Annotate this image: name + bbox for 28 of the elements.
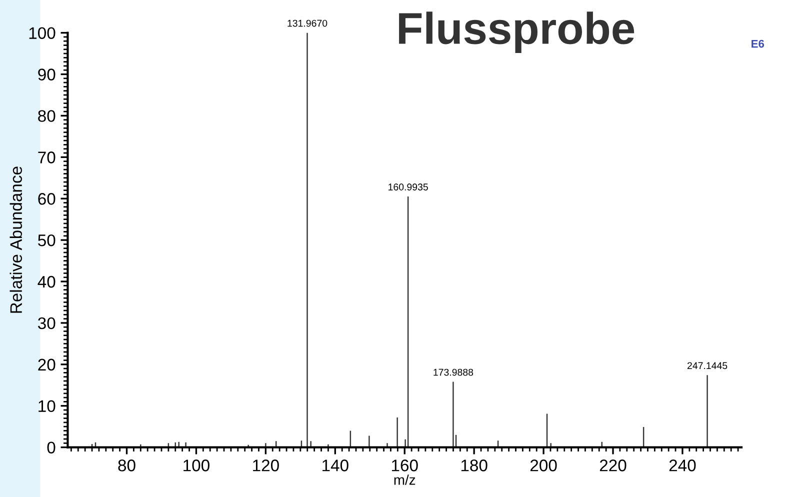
y-tick-label: 40 [38,276,56,288]
text: E6 [752,40,764,48]
y-tick-label: 30 [38,317,56,330]
x-tick-label: 80 [118,460,136,472]
x-tick-label: 160 [392,460,418,472]
annotation: 247.1445 [688,362,728,370]
x-tick-label: 240 [669,460,696,472]
y-tick-label: 80 [38,110,56,122]
x-tick-label: 140 [322,460,348,472]
x-tick-label: 100 [184,460,210,472]
x-axis-title: m/z [394,474,416,485]
y-tick-label: 90 [38,68,56,80]
annotation: 173.9888 [434,368,474,376]
annotation: 160.9935 [388,184,428,190]
y-tick-label: 70 [38,152,56,164]
y-axis-title: Relative Abundance [10,166,22,313]
y-tick-label: 100 [29,27,56,40]
y-tick-label: 10 [38,400,56,412]
x-tick-label: 120 [253,460,279,472]
x-tick-label: 180 [461,460,488,472]
x-tick-label: 220 [600,460,626,472]
y-tick-label: 0 [47,442,56,454]
x-tick-label: 200 [530,460,557,472]
chart-title: Flussprobe [399,12,634,54]
y-tick-label: 60 [38,193,56,205]
y-tick-label: 50 [38,234,56,246]
y-tick-label: 20 [38,358,56,371]
annotation: 131.9670 [288,20,328,27]
